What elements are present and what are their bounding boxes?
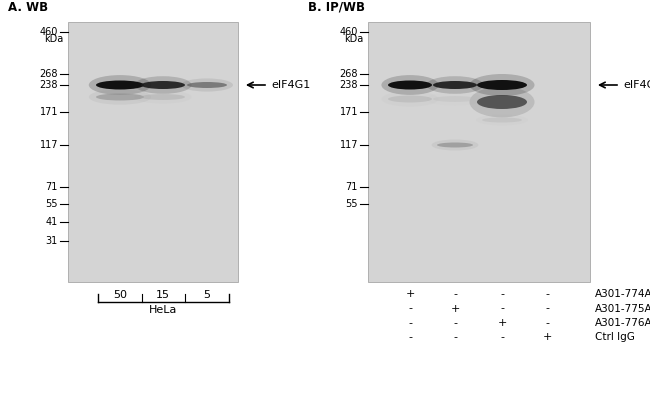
Text: A. WB: A. WB bbox=[8, 1, 48, 14]
Ellipse shape bbox=[437, 143, 473, 147]
Ellipse shape bbox=[477, 80, 527, 90]
Text: -: - bbox=[545, 289, 549, 299]
Ellipse shape bbox=[382, 91, 439, 107]
Text: -: - bbox=[500, 289, 504, 299]
Text: 460: 460 bbox=[40, 27, 58, 37]
Bar bbox=[68, 22, 238, 282]
Text: +: + bbox=[406, 289, 415, 299]
Text: -: - bbox=[545, 303, 549, 314]
Text: -: - bbox=[545, 318, 549, 328]
Text: -: - bbox=[500, 303, 504, 314]
Bar bbox=[368, 22, 590, 282]
Text: B. IP/WB: B. IP/WB bbox=[308, 1, 365, 14]
Text: kDa: kDa bbox=[44, 34, 63, 44]
Text: -: - bbox=[453, 289, 457, 299]
Text: A301-776A: A301-776A bbox=[595, 318, 650, 328]
Text: A301-774A: A301-774A bbox=[595, 289, 650, 299]
Text: +: + bbox=[497, 318, 507, 328]
Ellipse shape bbox=[181, 78, 233, 92]
Text: -: - bbox=[408, 318, 412, 328]
Ellipse shape bbox=[141, 94, 185, 100]
Ellipse shape bbox=[426, 93, 484, 105]
Text: -: - bbox=[453, 318, 457, 328]
Text: 171: 171 bbox=[40, 107, 58, 117]
Text: 41: 41 bbox=[46, 217, 58, 227]
Ellipse shape bbox=[388, 80, 432, 90]
Text: 268: 268 bbox=[40, 69, 58, 79]
Text: kDa: kDa bbox=[344, 34, 363, 44]
Ellipse shape bbox=[477, 95, 527, 109]
Ellipse shape bbox=[482, 118, 522, 122]
Text: 117: 117 bbox=[339, 140, 358, 150]
Ellipse shape bbox=[433, 81, 477, 89]
Ellipse shape bbox=[135, 90, 192, 103]
Text: 238: 238 bbox=[339, 80, 358, 90]
Text: 55: 55 bbox=[46, 199, 58, 209]
Text: 117: 117 bbox=[40, 140, 58, 150]
Ellipse shape bbox=[432, 139, 478, 151]
Text: eIF4G1: eIF4G1 bbox=[271, 80, 310, 90]
Ellipse shape bbox=[388, 95, 432, 103]
Text: -: - bbox=[453, 332, 457, 343]
Text: 50: 50 bbox=[113, 290, 127, 300]
Ellipse shape bbox=[476, 114, 528, 126]
Text: -: - bbox=[408, 303, 412, 314]
Text: +: + bbox=[450, 303, 460, 314]
Text: -: - bbox=[408, 332, 412, 343]
Text: A301-775A: A301-775A bbox=[595, 303, 650, 314]
Text: 55: 55 bbox=[346, 199, 358, 209]
Ellipse shape bbox=[433, 96, 477, 102]
Text: +: + bbox=[542, 332, 552, 343]
Ellipse shape bbox=[135, 76, 192, 94]
Text: 238: 238 bbox=[40, 80, 58, 90]
Ellipse shape bbox=[96, 80, 144, 90]
Ellipse shape bbox=[469, 74, 534, 96]
Text: Ctrl IgG: Ctrl IgG bbox=[595, 332, 635, 343]
Text: 171: 171 bbox=[339, 107, 358, 117]
Text: -: - bbox=[500, 332, 504, 343]
Ellipse shape bbox=[382, 75, 439, 95]
Text: 15: 15 bbox=[156, 290, 170, 300]
Text: 5: 5 bbox=[203, 290, 211, 300]
Text: 71: 71 bbox=[46, 182, 58, 192]
Text: HeLa: HeLa bbox=[150, 305, 177, 315]
Ellipse shape bbox=[469, 86, 534, 118]
Text: 268: 268 bbox=[339, 69, 358, 79]
Ellipse shape bbox=[96, 93, 144, 101]
Ellipse shape bbox=[141, 81, 185, 89]
Text: eIF4G1: eIF4G1 bbox=[623, 80, 650, 90]
Text: 460: 460 bbox=[339, 27, 358, 37]
Ellipse shape bbox=[426, 76, 484, 94]
Text: 71: 71 bbox=[346, 182, 358, 192]
Ellipse shape bbox=[187, 82, 227, 88]
Ellipse shape bbox=[89, 89, 151, 105]
Text: 31: 31 bbox=[46, 236, 58, 246]
Ellipse shape bbox=[89, 75, 151, 95]
